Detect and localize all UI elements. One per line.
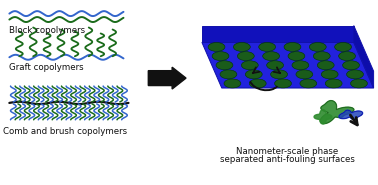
Ellipse shape — [342, 61, 359, 70]
Ellipse shape — [263, 52, 280, 60]
Ellipse shape — [347, 70, 363, 79]
Polygon shape — [354, 26, 373, 88]
Ellipse shape — [288, 52, 305, 60]
Ellipse shape — [242, 61, 258, 70]
Text: Graft copolymers: Graft copolymers — [9, 63, 84, 72]
Ellipse shape — [249, 79, 266, 88]
Ellipse shape — [335, 43, 352, 51]
Polygon shape — [314, 110, 332, 124]
Ellipse shape — [274, 79, 291, 88]
Ellipse shape — [350, 79, 367, 88]
Ellipse shape — [296, 70, 313, 79]
Ellipse shape — [216, 61, 233, 70]
Ellipse shape — [325, 79, 342, 88]
Ellipse shape — [224, 79, 241, 88]
Ellipse shape — [237, 52, 254, 60]
Ellipse shape — [292, 61, 309, 70]
Ellipse shape — [317, 61, 334, 70]
Ellipse shape — [212, 52, 229, 60]
Ellipse shape — [321, 70, 338, 79]
FancyArrow shape — [148, 67, 186, 89]
Ellipse shape — [300, 79, 317, 88]
Text: Nanometer-scale phase: Nanometer-scale phase — [236, 147, 338, 156]
Ellipse shape — [233, 43, 250, 51]
Ellipse shape — [284, 43, 301, 51]
Ellipse shape — [245, 70, 262, 79]
Polygon shape — [202, 42, 373, 88]
Ellipse shape — [309, 43, 326, 51]
Polygon shape — [320, 101, 354, 124]
Ellipse shape — [259, 43, 276, 51]
Polygon shape — [202, 26, 354, 42]
Ellipse shape — [208, 43, 225, 51]
Ellipse shape — [266, 61, 284, 70]
Ellipse shape — [271, 70, 288, 79]
Text: Block copolymers: Block copolymers — [9, 26, 85, 35]
Text: separated anti-fouling surfaces: separated anti-fouling surfaces — [220, 154, 355, 164]
Polygon shape — [339, 110, 363, 120]
Ellipse shape — [313, 52, 330, 60]
Ellipse shape — [220, 70, 237, 79]
Text: Comb and brush copolymers: Comb and brush copolymers — [3, 127, 127, 136]
Ellipse shape — [339, 52, 355, 60]
